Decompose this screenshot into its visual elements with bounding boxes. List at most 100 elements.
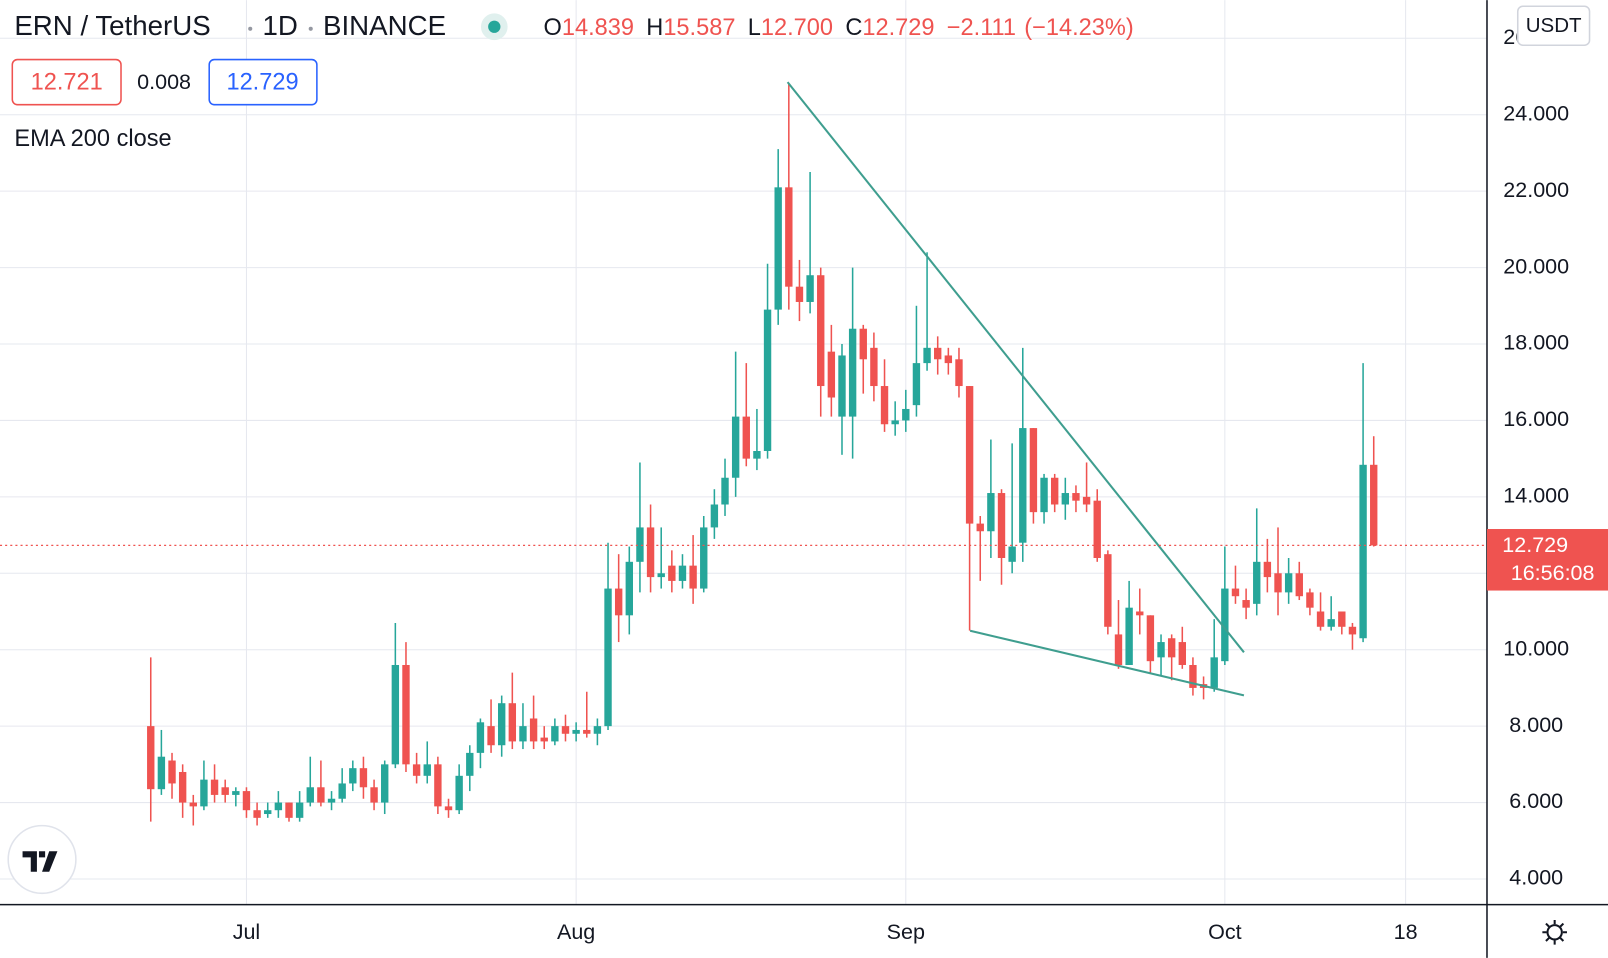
candle-body (1178, 642, 1186, 665)
candle-body (731, 416, 740, 478)
candle-body (1125, 607, 1133, 665)
candle-body (902, 408, 910, 421)
candle-body (285, 802, 293, 818)
y-tick-label: 8.000 (1509, 713, 1563, 737)
candle-body (955, 359, 963, 387)
candle-body (466, 752, 474, 776)
candle-body (508, 703, 517, 742)
candle-body (1210, 657, 1218, 688)
candle-body (1274, 573, 1282, 593)
candle-body (1338, 611, 1346, 627)
candle-body (1029, 428, 1038, 513)
candle-body (923, 347, 931, 364)
candle-body (646, 527, 655, 578)
candle-body (614, 588, 623, 616)
candle-body (806, 275, 814, 302)
status-dot (488, 20, 501, 33)
separator (248, 26, 253, 31)
candle-body (264, 810, 272, 815)
ohlc-letter: O (544, 14, 562, 40)
candle-body (880, 386, 889, 425)
ohlc-legend: O14.839 H15.587 L12.700 C12.729 −2.111 (−14.2… (544, 14, 1134, 40)
candle-body (827, 351, 836, 398)
candle-body (1316, 611, 1325, 627)
candle-body (785, 187, 793, 287)
candle-body (721, 477, 729, 505)
candle-body (700, 527, 708, 589)
candle-body (221, 787, 229, 795)
candle-body (1136, 611, 1144, 616)
y-tick-label: 6.000 (1509, 789, 1563, 813)
candle-body (1167, 638, 1176, 658)
candle-body (1146, 615, 1155, 662)
ohlc-value: 12.729 (862, 14, 934, 40)
candle-body (1061, 493, 1070, 505)
price-axis-panel (1486, 0, 1608, 958)
x-tick-label: Jul (233, 920, 261, 944)
ask-box (208, 58, 318, 106)
candle-body (476, 722, 485, 753)
candle-body (976, 523, 984, 532)
candle-body (519, 726, 527, 742)
time-axis-panel (0, 904, 1608, 958)
candle-body (859, 328, 867, 360)
candle-body (1253, 561, 1261, 604)
candle-body (1221, 588, 1229, 662)
price-label-box (1486, 529, 1608, 591)
countdown: 16:56:08 (1511, 561, 1595, 585)
candle-body (572, 729, 580, 734)
candles (147, 84, 1378, 826)
candle-body (391, 664, 400, 765)
candle-body (147, 726, 155, 790)
candle-body (1157, 642, 1165, 658)
bid-box (11, 58, 122, 106)
candle-body (423, 764, 431, 776)
candle-body (232, 791, 240, 795)
y-tick-label: 18.000 (1503, 331, 1569, 355)
bid: 12.721 (31, 68, 103, 94)
candle-body (753, 450, 761, 459)
candle-body (944, 355, 953, 364)
candle-body (583, 729, 591, 734)
candle-body (295, 802, 304, 818)
ohlc-letter: C (845, 14, 862, 40)
ohlc-value: 15.587 (663, 14, 735, 40)
candle-body (795, 286, 804, 302)
candle-body (678, 565, 687, 581)
last-price: 12.729 (1502, 533, 1568, 557)
spread: 0.008 (137, 70, 191, 94)
trend-line (969, 629, 1245, 697)
candle-body (997, 493, 1006, 558)
settings-icon[interactable] (1542, 919, 1567, 945)
candle-body (1295, 573, 1303, 597)
candle-body (1008, 546, 1016, 562)
x-tick-label: 18 (1394, 920, 1418, 944)
candle-body (444, 806, 453, 811)
candle-body (710, 504, 719, 528)
candle-body (1040, 477, 1048, 513)
candle-body (668, 565, 676, 581)
separator (308, 26, 313, 31)
change: −2.111 (947, 14, 1016, 40)
candle-body (540, 737, 548, 742)
candle-body (434, 764, 442, 807)
candle-body (412, 764, 421, 776)
interval: 1D (263, 10, 298, 41)
candle-body (1348, 626, 1357, 635)
candle-body (1263, 561, 1272, 578)
y-tick-label: 16.000 (1503, 407, 1569, 431)
ohlc-value: 12.700 (761, 14, 833, 40)
candle-body (891, 420, 899, 425)
candle-body (848, 328, 857, 417)
candle-body (763, 309, 772, 451)
candle-body (742, 416, 750, 459)
candle-body (455, 775, 463, 811)
candle-body (912, 363, 921, 406)
candle-body (774, 187, 782, 310)
candle-body (253, 810, 261, 818)
candle-body (1370, 464, 1378, 546)
candle-body (1104, 554, 1112, 627)
candle-body (497, 703, 506, 746)
